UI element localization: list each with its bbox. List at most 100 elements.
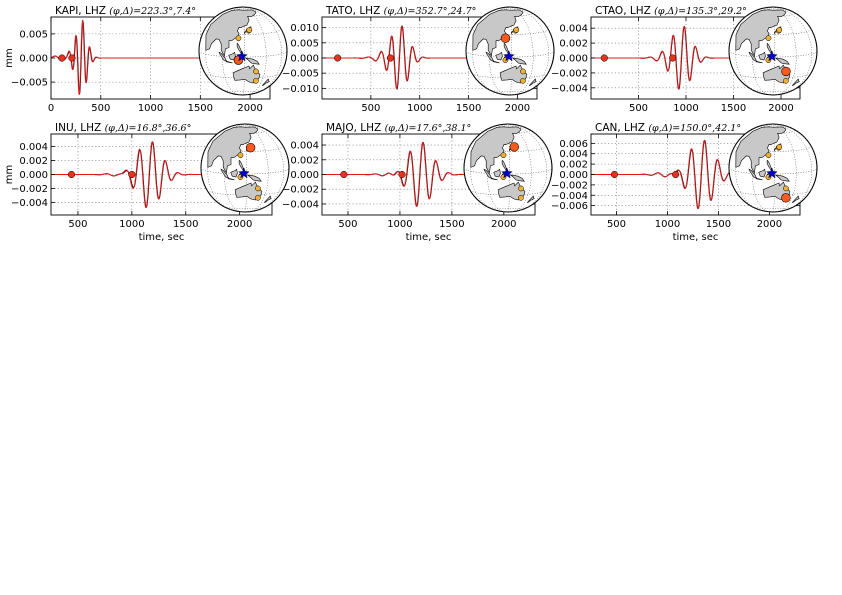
panel-title-math: (φ,Δ)=17.6°,38.1° bbox=[385, 123, 472, 134]
globe-meridian bbox=[244, 7, 283, 94]
globe-land-newguinea bbox=[775, 57, 790, 65]
phase-marker bbox=[386, 54, 394, 62]
panel-title: KAPI, LHZ (φ,Δ)=223.3°,7.4° bbox=[55, 5, 196, 17]
y-tick-label: −0.005 bbox=[11, 78, 48, 89]
globe-land-borneo bbox=[230, 168, 238, 178]
y-tick-label: 0.002 bbox=[559, 160, 588, 171]
globe-station-dot bbox=[776, 144, 783, 150]
globe-land-nz bbox=[791, 78, 800, 86]
y-tick-label: −0.004 bbox=[282, 199, 319, 210]
x-tick-label: 500 bbox=[361, 103, 380, 114]
globe-parallel bbox=[200, 167, 290, 175]
panel-title-math: (φ,Δ)=223.3°,7.4° bbox=[109, 6, 196, 17]
y-tick-label: 0.000 bbox=[290, 54, 319, 65]
globe-station-dot bbox=[246, 27, 253, 33]
globe-inset bbox=[463, 123, 553, 213]
globe-event-star bbox=[236, 50, 248, 62]
globe-land-asia bbox=[735, 9, 787, 57]
globe-parallel bbox=[728, 167, 818, 175]
y-tick-label: 0.004 bbox=[290, 141, 319, 152]
y-tick-label: 0.004 bbox=[559, 24, 588, 35]
globe-land-borneo bbox=[758, 168, 766, 178]
x-tick-label: 1500 bbox=[173, 219, 198, 230]
panel-title-math: (φ,Δ)=135.3°,29.2° bbox=[654, 6, 747, 17]
globe-parallel bbox=[223, 206, 267, 210]
globe-land-philippines bbox=[238, 159, 244, 170]
globe-station-dot bbox=[235, 35, 242, 42]
globe-station-dot bbox=[776, 27, 783, 33]
y-tick-label: 0.005 bbox=[290, 38, 319, 49]
synthetic-trace bbox=[591, 26, 756, 90]
globe-meridian bbox=[508, 124, 532, 213]
globe-land-philippines bbox=[766, 159, 772, 170]
globe-land-philippines bbox=[236, 42, 242, 53]
phase-marker bbox=[669, 54, 677, 62]
globe-land-nz bbox=[261, 78, 270, 86]
phase-marker bbox=[67, 170, 76, 179]
panel-title-math: (φ,Δ)=16.8°,36.6° bbox=[105, 123, 192, 134]
globe-station-dot bbox=[520, 77, 526, 84]
globe-land-newguinea bbox=[510, 174, 525, 182]
globe-station-dot bbox=[255, 194, 261, 201]
globe-station-dot bbox=[783, 185, 789, 192]
globe-land-nz bbox=[528, 78, 537, 86]
globe-parallel bbox=[198, 50, 288, 58]
globe-meridian bbox=[487, 124, 508, 213]
y-tick-label: −0.002 bbox=[551, 180, 588, 191]
x-tick-label: 1500 bbox=[188, 103, 213, 114]
phase-marker bbox=[600, 54, 608, 62]
globe-meridian bbox=[222, 7, 243, 96]
y-tick-label: 0.000 bbox=[559, 54, 588, 65]
globe-active-station-dot bbox=[245, 142, 256, 153]
y-tick-label: −0.006 bbox=[551, 201, 588, 212]
phase-marker bbox=[128, 170, 136, 179]
x-tick-label: 1500 bbox=[706, 219, 731, 230]
panel-title: TATO, LHZ (φ,Δ)=352.7°,24.7° bbox=[325, 5, 476, 17]
x-tick-label: 1000 bbox=[655, 219, 680, 230]
phase-marker bbox=[610, 170, 618, 179]
globe-meridian bbox=[243, 7, 267, 96]
globe-parallel bbox=[488, 89, 532, 93]
globe-meridian bbox=[752, 7, 773, 96]
globe-station-dot bbox=[518, 185, 524, 192]
x-tick-label: 500 bbox=[629, 103, 648, 114]
x-tick-label: 1000 bbox=[119, 219, 144, 230]
globe-parallel bbox=[463, 167, 553, 175]
globe-meridian bbox=[509, 124, 548, 211]
globe-inset bbox=[200, 123, 290, 213]
globe-event-star bbox=[766, 167, 778, 179]
y-tick-label: 0.004 bbox=[559, 149, 588, 160]
globe-event-star bbox=[501, 167, 513, 179]
y-tick-label: 0.000 bbox=[290, 170, 319, 181]
globe-land-newguinea bbox=[775, 174, 790, 182]
y-tick-label: −0.010 bbox=[282, 84, 319, 95]
x-tick-label: 1500 bbox=[721, 103, 746, 114]
globe-parallel bbox=[486, 206, 530, 210]
x-tick-label: 500 bbox=[338, 219, 357, 230]
panel-title: INU, LHZ (φ,Δ)=16.8°,36.6° bbox=[55, 122, 191, 134]
y-tick-label: 0.002 bbox=[19, 156, 48, 167]
globe-station-dot bbox=[520, 68, 526, 75]
globe-meridian bbox=[511, 7, 550, 94]
x-tick-label: 1500 bbox=[439, 219, 464, 230]
panel-title-prefix: INU, LHZ bbox=[55, 122, 105, 134]
globe-parallel bbox=[221, 89, 265, 93]
x-tick-label: 500 bbox=[607, 219, 626, 230]
y-tick-label: 0.006 bbox=[559, 139, 588, 150]
y-tick-label: 0.002 bbox=[290, 155, 319, 166]
y-tick-label: 0.010 bbox=[290, 23, 319, 34]
globe-station-dot bbox=[783, 77, 789, 84]
globe-land-newguinea bbox=[247, 174, 262, 182]
globe-land-borneo bbox=[493, 168, 501, 178]
globe-meridian bbox=[773, 7, 797, 96]
globe-land-nz bbox=[791, 195, 800, 203]
x-tick-label: 1000 bbox=[138, 103, 163, 114]
y-axis-label: mm bbox=[4, 165, 15, 184]
globe-parallel bbox=[751, 89, 795, 93]
globe-station-dot bbox=[500, 152, 507, 159]
x-tick-label: 2000 bbox=[768, 103, 793, 114]
globe-active-station-dot bbox=[500, 33, 511, 43]
y-tick-label: −0.004 bbox=[551, 83, 588, 94]
globe-land-newguinea bbox=[512, 57, 527, 65]
